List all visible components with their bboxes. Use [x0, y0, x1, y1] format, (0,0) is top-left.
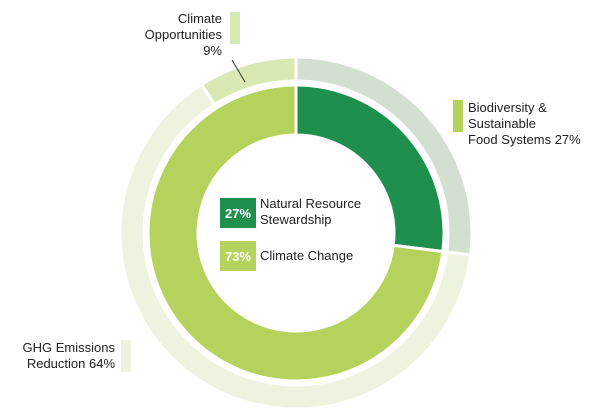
legend-swatch-ghg-emissions	[121, 340, 131, 372]
center-label-climate-change: Climate Change	[260, 248, 354, 263]
center-badge-natural-resource: 27%	[220, 198, 256, 228]
outer-ring-slice-1	[118, 82, 473, 411]
legend-swatch-biodiversity	[453, 100, 463, 132]
outer-ring-slice-2	[199, 55, 298, 107]
label-climate-opportunities: Climate Opportunities 9%	[144, 11, 222, 58]
climate-opportunities-leader-line	[231, 59, 246, 83]
label-ghg-emissions: GHG Emissions Reduction 64%	[22, 340, 115, 371]
center-badge-climate-change: 73%	[220, 241, 256, 271]
inner-ring-slice-1	[146, 83, 445, 383]
inner-ring	[146, 83, 446, 383]
legend-swatch-climate-opportunities	[230, 12, 240, 44]
center-label-natural-resource: Natural Resource Stewardship	[260, 196, 362, 227]
outer-ring	[118, 55, 474, 411]
label-biodiversity: Biodiversity & Sustainable Food Systems …	[468, 100, 581, 147]
